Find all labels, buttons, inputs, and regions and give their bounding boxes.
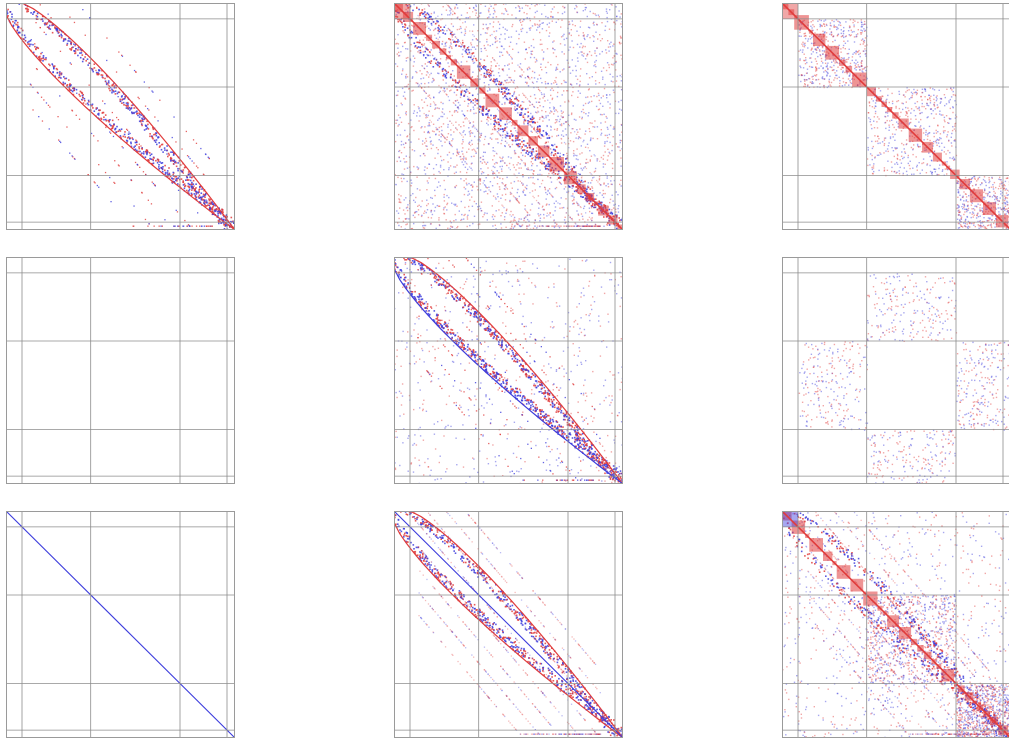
main-diagonal [394, 511, 623, 738]
nonzero-entries [417, 3, 601, 227]
block-grid [6, 257, 235, 484]
sparsity-plot [6, 257, 235, 484]
matrix-panel-2-2 [394, 257, 623, 484]
main-diagonal [6, 511, 235, 738]
matrix-panel-1-2 [394, 3, 623, 230]
hull-lower [6, 14, 235, 230]
sparsity-plot [6, 511, 235, 738]
main-diagonal [394, 3, 623, 230]
nonzero-entries [6, 3, 235, 230]
matrix-panel-3-1 [6, 511, 235, 738]
sparsity-plot [782, 511, 1009, 738]
matrix-panel-1-3 [782, 3, 1009, 230]
nonzero-entries [417, 257, 601, 481]
block-grid [6, 3, 235, 230]
matrix-panel-1-1 [6, 3, 235, 230]
sparsity-plot [394, 257, 623, 484]
main-diagonal [782, 3, 1009, 230]
matrix-panel-2-3 [782, 257, 1009, 484]
matrix-panel-3-2 [394, 511, 623, 738]
hull-lower [394, 268, 623, 484]
hull-upper [21, 3, 235, 230]
matrix-panel-3-3 [782, 511, 1009, 738]
matrix-panel-2-1 [6, 257, 235, 484]
block-grid [782, 3, 1009, 230]
sparsity-plot [6, 3, 235, 230]
block-grid [6, 511, 235, 738]
hull-lower [394, 522, 623, 738]
block-grid [394, 257, 623, 484]
block-grid [394, 511, 623, 738]
sparsity-plot [394, 511, 623, 738]
main-diagonal [782, 511, 1009, 738]
hull-upper [409, 511, 623, 738]
hull-upper [409, 257, 623, 484]
nonzero-entries [394, 257, 623, 484]
nonzero-entries [417, 511, 602, 735]
block-grid [782, 257, 1009, 484]
sparsity-plot [394, 3, 623, 230]
sparsity-plot [782, 3, 1009, 230]
block-grid [394, 3, 623, 230]
block-grid [782, 511, 1009, 738]
sparsity-plot [782, 257, 1009, 484]
nonzero-entries [798, 273, 1009, 484]
nonzero-entries [29, 4, 214, 227]
